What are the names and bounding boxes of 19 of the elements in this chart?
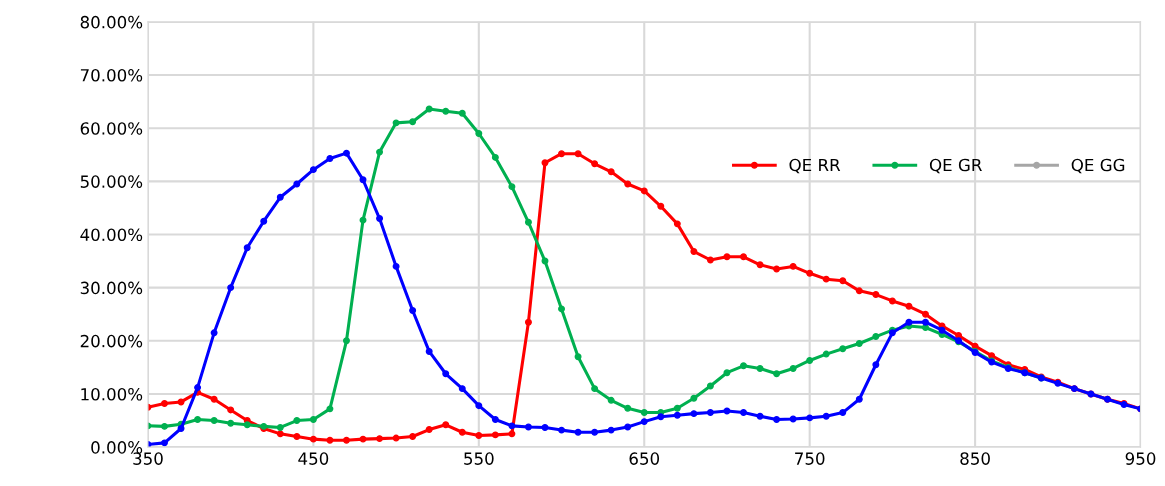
legend-label: QE GG [1071, 158, 1125, 174]
x-tick-label: 850 [960, 452, 990, 465]
y-tick-label: 30.00% [80, 281, 143, 295]
y-tick-label: 60.00% [80, 122, 143, 135]
x-tick-label: 450 [298, 452, 329, 465]
y-tick-label: 80.00% [80, 15, 143, 29]
x-tick-label: 950 [1125, 452, 1156, 465]
y-tick-label: 10.00% [81, 387, 143, 401]
x-tick-label: 350 [133, 452, 163, 465]
legend-label: QE GR [929, 158, 982, 174]
x-tick-label: 550 [464, 452, 494, 465]
y-tick-label: 20.00% [80, 334, 143, 348]
y-tick-label: 0.00% [91, 441, 143, 454]
y-tick-label: 70.00% [80, 68, 143, 82]
y-tick-label: 50.00% [80, 175, 143, 188]
y-tick-label: 40.00% [80, 228, 143, 242]
legend-label: QE RR [789, 158, 841, 174]
x-tick-label: 750 [795, 452, 825, 465]
x-tick-label: 650 [629, 452, 660, 465]
